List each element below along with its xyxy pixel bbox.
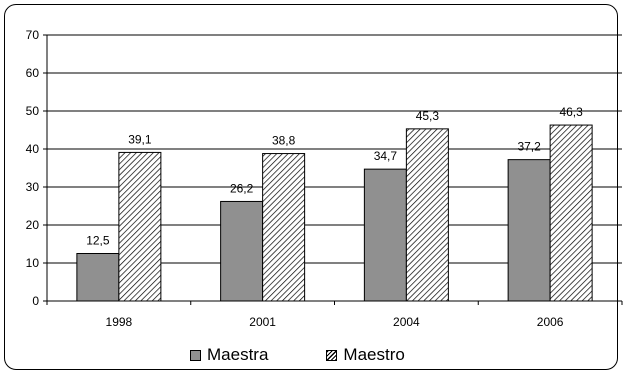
y-tick-label: 20: [26, 218, 40, 232]
y-tick-label: 30: [26, 180, 40, 194]
x-tick-label: 2001: [249, 315, 276, 329]
bar-maestra-2006: [507, 159, 551, 302]
labels: 1998 12,5 39,1 2001 26,2 38,8 2004 34,7 45,3 2006…: [86, 105, 583, 329]
axes: 0 10 20 30 40 50 60 70: [26, 28, 623, 308]
legend: Maestra Maestro: [190, 344, 463, 366]
bar-maestro-2001: [262, 153, 306, 302]
legend-item-maestro: Maestro: [326, 345, 405, 365]
x-tick-label: 1998: [106, 315, 133, 329]
y-tick-label: 70: [26, 28, 40, 42]
y-tick-label: 50: [26, 104, 40, 118]
data-label-maestra-2004: 34,7: [374, 149, 398, 163]
x-tick-label: 2004: [393, 315, 420, 329]
data-label-maestra-2001: 26,2: [230, 181, 254, 195]
legend-label-maestro: Maestro: [343, 345, 405, 364]
bar-maestro-1998: [118, 151, 162, 302]
y-tick-label: 0: [32, 294, 39, 308]
bar-maestro-2004: [405, 128, 449, 302]
legend-swatch-maestra: [190, 349, 201, 361]
bar-maestra-1998: [76, 253, 120, 302]
legend-label-maestra: Maestra: [207, 345, 269, 364]
data-label-maestro-2006: 46,3: [559, 105, 583, 119]
y-tick-label: 10: [26, 256, 40, 270]
data-label-maestro-1998: 39,1: [128, 132, 152, 146]
data-label-maestro-2004: 45,3: [416, 109, 440, 123]
x-tick-label: 2006: [537, 315, 564, 329]
bar-maestra-2001: [220, 200, 264, 302]
bars: [76, 124, 593, 302]
legend-swatch-maestro: [326, 349, 338, 361]
data-label-maestra-2006: 37,2: [517, 140, 541, 154]
y-tick-label: 40: [26, 142, 40, 156]
bar-maestra-2004: [363, 168, 407, 302]
data-label-maestro-2001: 38,8: [272, 134, 296, 148]
y-tick-label: 60: [26, 66, 40, 80]
legend-item-maestra: Maestra: [190, 345, 268, 365]
data-label-maestra-1998: 12,5: [86, 234, 110, 248]
bar-maestro-2006: [549, 124, 593, 302]
